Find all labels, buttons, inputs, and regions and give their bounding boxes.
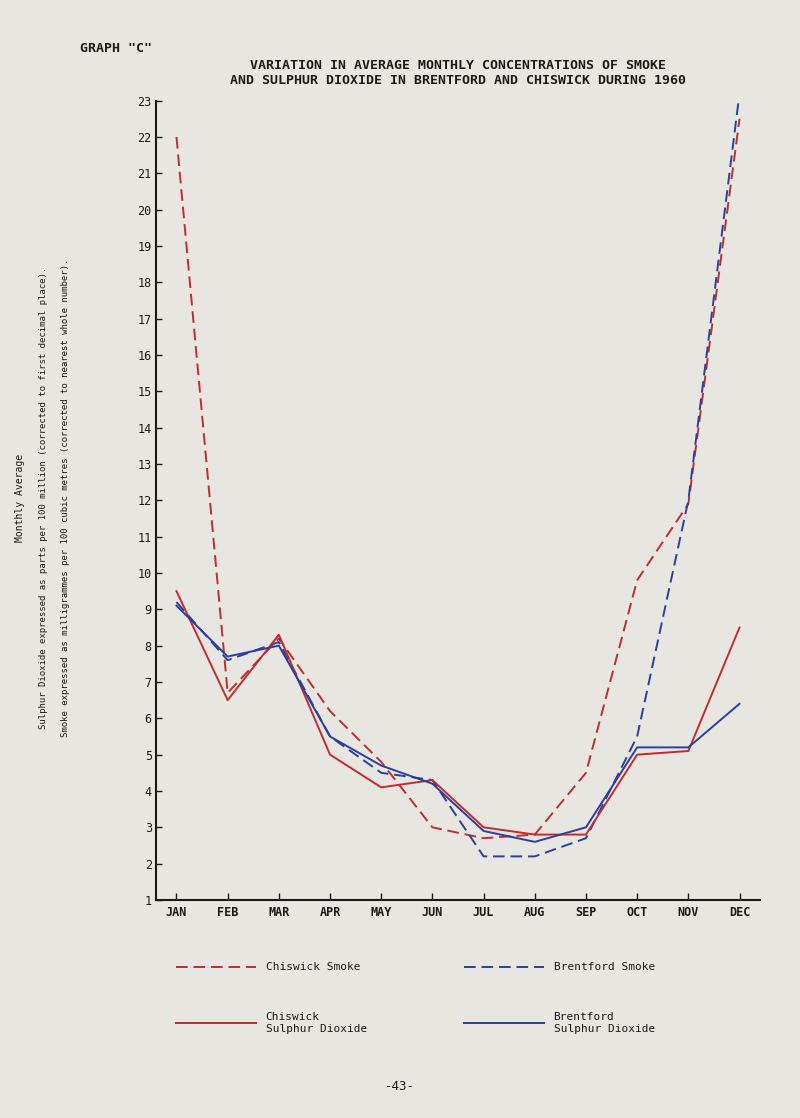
Text: Chiswick
Sulphur Dioxide: Chiswick Sulphur Dioxide [266, 1012, 367, 1034]
Text: Smoke expressed as milligrammes per 100 cubic metres (corrected to nearest whole: Smoke expressed as milligrammes per 100 … [61, 258, 70, 737]
Title: VARIATION IN AVERAGE MONTHLY CONCENTRATIONS OF SMOKE
AND SULPHUR DIOXIDE IN BREN: VARIATION IN AVERAGE MONTHLY CONCENTRATI… [230, 59, 686, 87]
Text: Brentford
Sulphur Dioxide: Brentford Sulphur Dioxide [554, 1012, 655, 1034]
Text: GRAPH "C": GRAPH "C" [80, 42, 152, 56]
Text: Chiswick Smoke: Chiswick Smoke [266, 963, 360, 972]
Text: Brentford Smoke: Brentford Smoke [554, 963, 655, 972]
Text: Monthly Average: Monthly Average [15, 454, 25, 541]
Text: -43-: -43- [385, 1080, 415, 1093]
Text: Sulphur Dioxide expressed as parts per 100 million (corrected to first decimal p: Sulphur Dioxide expressed as parts per 1… [39, 266, 49, 729]
